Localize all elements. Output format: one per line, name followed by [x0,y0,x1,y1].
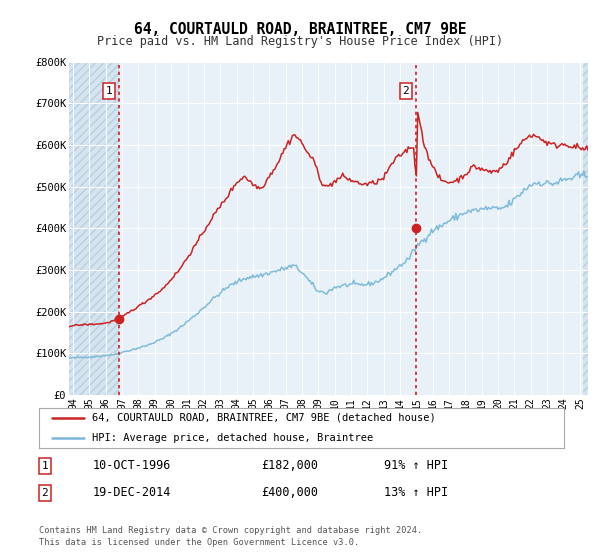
Text: 2: 2 [41,488,49,498]
Bar [69,62,119,395]
Text: HPI: Average price, detached house, Braintree: HPI: Average price, detached house, Brai… [91,433,373,443]
Text: 10-OCT-1996: 10-OCT-1996 [93,459,172,473]
Text: Price paid vs. HM Land Registry's House Price Index (HPI): Price paid vs. HM Land Registry's House … [97,35,503,48]
Text: 19-DEC-2014: 19-DEC-2014 [93,486,172,500]
Text: 2: 2 [403,86,409,96]
Bar [69,62,119,395]
Text: 91% ↑ HPI: 91% ↑ HPI [384,459,448,473]
Text: 13% ↑ HPI: 13% ↑ HPI [384,486,448,500]
Text: 1: 1 [41,461,49,471]
Text: This data is licensed under the Open Government Licence v3.0.: This data is licensed under the Open Gov… [39,538,359,547]
Text: 1: 1 [106,86,112,96]
Text: Contains HM Land Registry data © Crown copyright and database right 2024.: Contains HM Land Registry data © Crown c… [39,526,422,535]
Bar [583,62,588,395]
Text: £400,000: £400,000 [261,486,318,500]
Text: 64, COURTAULD ROAD, BRAINTREE, CM7 9BE: 64, COURTAULD ROAD, BRAINTREE, CM7 9BE [134,22,466,38]
Bar [583,62,588,395]
Text: £182,000: £182,000 [261,459,318,473]
Text: 64, COURTAULD ROAD, BRAINTREE, CM7 9BE (detached house): 64, COURTAULD ROAD, BRAINTREE, CM7 9BE (… [91,413,435,423]
